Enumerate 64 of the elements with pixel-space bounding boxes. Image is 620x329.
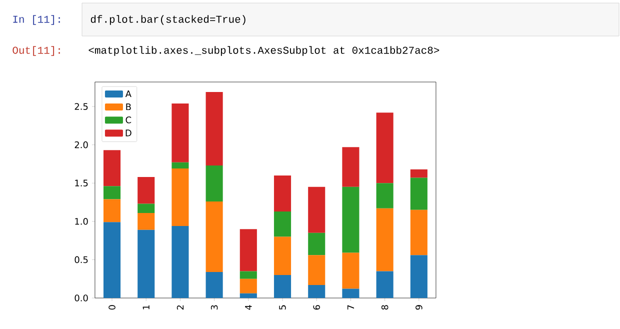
legend-label: D: [126, 130, 132, 136]
bar: [206, 165, 223, 202]
legend-label: C: [126, 116, 132, 124]
bar: [274, 275, 292, 298]
y-tick-label: 0.0: [74, 294, 88, 302]
bar: [410, 255, 428, 298]
bar: [274, 175, 292, 212]
x-tick-label: 1: [142, 305, 150, 310]
text: df.plot.bar(stacked=True): [90, 15, 246, 25]
y-tick-label: 2.0: [74, 141, 88, 148]
legend-label: A: [125, 90, 132, 98]
x-tick-label: 4: [245, 305, 252, 310]
bar: [240, 229, 257, 272]
bar: [308, 255, 326, 285]
x-tick-label: 8: [381, 305, 388, 310]
bar: [342, 147, 360, 187]
x-tick-label: 5: [279, 305, 286, 310]
bar: [206, 92, 223, 166]
bar: [342, 186, 360, 253]
y-tick-label: 1.5: [75, 180, 88, 186]
bar: [274, 236, 292, 276]
bar: [172, 226, 189, 298]
bar: [103, 199, 121, 222]
bar: [342, 252, 360, 289]
bar: [376, 183, 394, 208]
bar: [138, 230, 155, 298]
bar: [138, 176, 155, 204]
bar: [308, 186, 326, 233]
bar: [172, 103, 189, 162]
bar: [103, 222, 121, 298]
bar: [376, 208, 394, 272]
bar: [240, 278, 257, 294]
x-tick-label: 0: [108, 305, 116, 310]
bar: [410, 210, 428, 256]
x-tick-label: 3: [210, 305, 218, 310]
x-tick-label: 6: [313, 305, 320, 310]
legend-label: B: [126, 104, 131, 110]
y-tick-label: 2.5: [74, 103, 88, 110]
bar: [342, 288, 360, 298]
x-tick-label: 2: [176, 305, 184, 310]
bar: [240, 271, 257, 279]
y-tick-label: 1.0: [75, 218, 88, 225]
bar: [308, 232, 326, 256]
y-tick-label: 0.5: [74, 256, 88, 264]
bar: [103, 150, 121, 186]
bar: [103, 186, 121, 200]
text: <matplotlib.axes._subplots.AxesSubplot at 0x1ca1bb27ac8>: [88, 46, 440, 56]
bar: [376, 271, 394, 298]
bar: [410, 169, 428, 178]
bar: [410, 178, 428, 210]
bar: [172, 168, 189, 226]
bar: [138, 204, 155, 213]
bar: [274, 211, 292, 237]
bar: [138, 212, 155, 230]
x-tick-label: 7: [347, 305, 354, 310]
x-tick-label: 9: [416, 305, 422, 310]
bar: [308, 284, 326, 298]
bar: [206, 272, 223, 298]
text: Out[11]:: [12, 46, 60, 56]
bar: [376, 112, 394, 184]
bar: [172, 162, 189, 169]
bar: [240, 293, 257, 298]
text: In [11]:: [13, 15, 60, 25]
bar: [206, 201, 223, 272]
